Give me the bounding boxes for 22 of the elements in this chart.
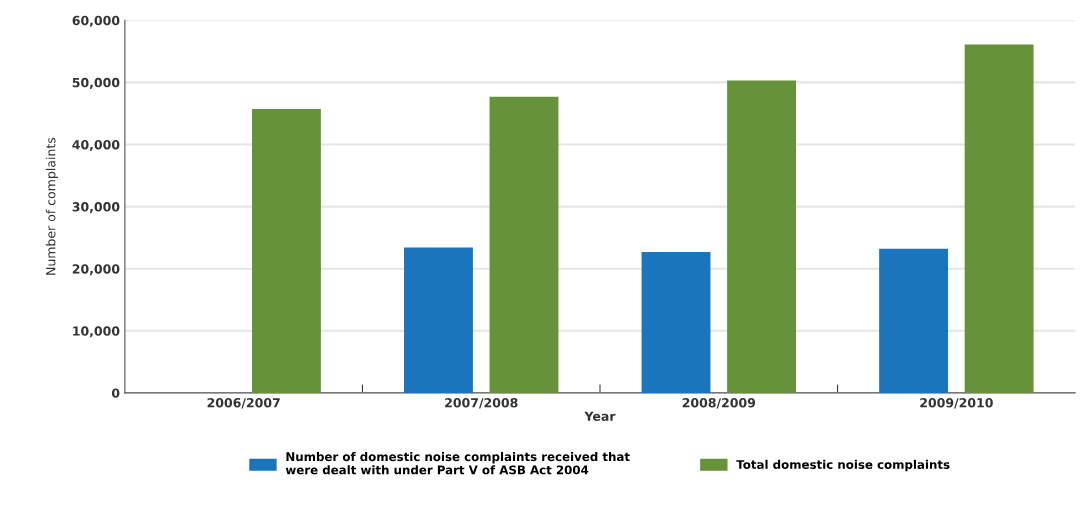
y-tick-label: 50,000 [72, 77, 120, 89]
x-axis-title: Year [584, 411, 616, 421]
y-tick-label: 40,000 [72, 139, 120, 152]
legend-label: Number of domestic noise complaints received that were dealt with under Part V of ASB Act 2004 [285, 451, 630, 475]
y-tick-label: 0 [111, 388, 120, 398]
bar [251, 109, 321, 393]
bar [641, 251, 711, 393]
x-tick-label: 2009/2010 [920, 398, 993, 409]
y-tick-label: 30,000 [72, 202, 120, 214]
x-tick-label: 2006/2007 [207, 398, 280, 409]
bar [727, 80, 796, 393]
x-tick-label: 2007/2008 [445, 398, 518, 409]
y-tick-label: 10,000 [73, 326, 120, 338]
y-tick-label: 60,000 [72, 15, 120, 27]
bar [489, 96, 559, 393]
bar [964, 44, 1034, 393]
y-tick-label: 20,000 [72, 264, 120, 276]
y-axis-title: Number of complaints [45, 137, 58, 275]
x-tick-label: 2008/2009 [682, 398, 756, 409]
bar [879, 248, 949, 393]
legend-label: Total domestic noise complaints [736, 459, 950, 472]
bar [404, 247, 473, 393]
